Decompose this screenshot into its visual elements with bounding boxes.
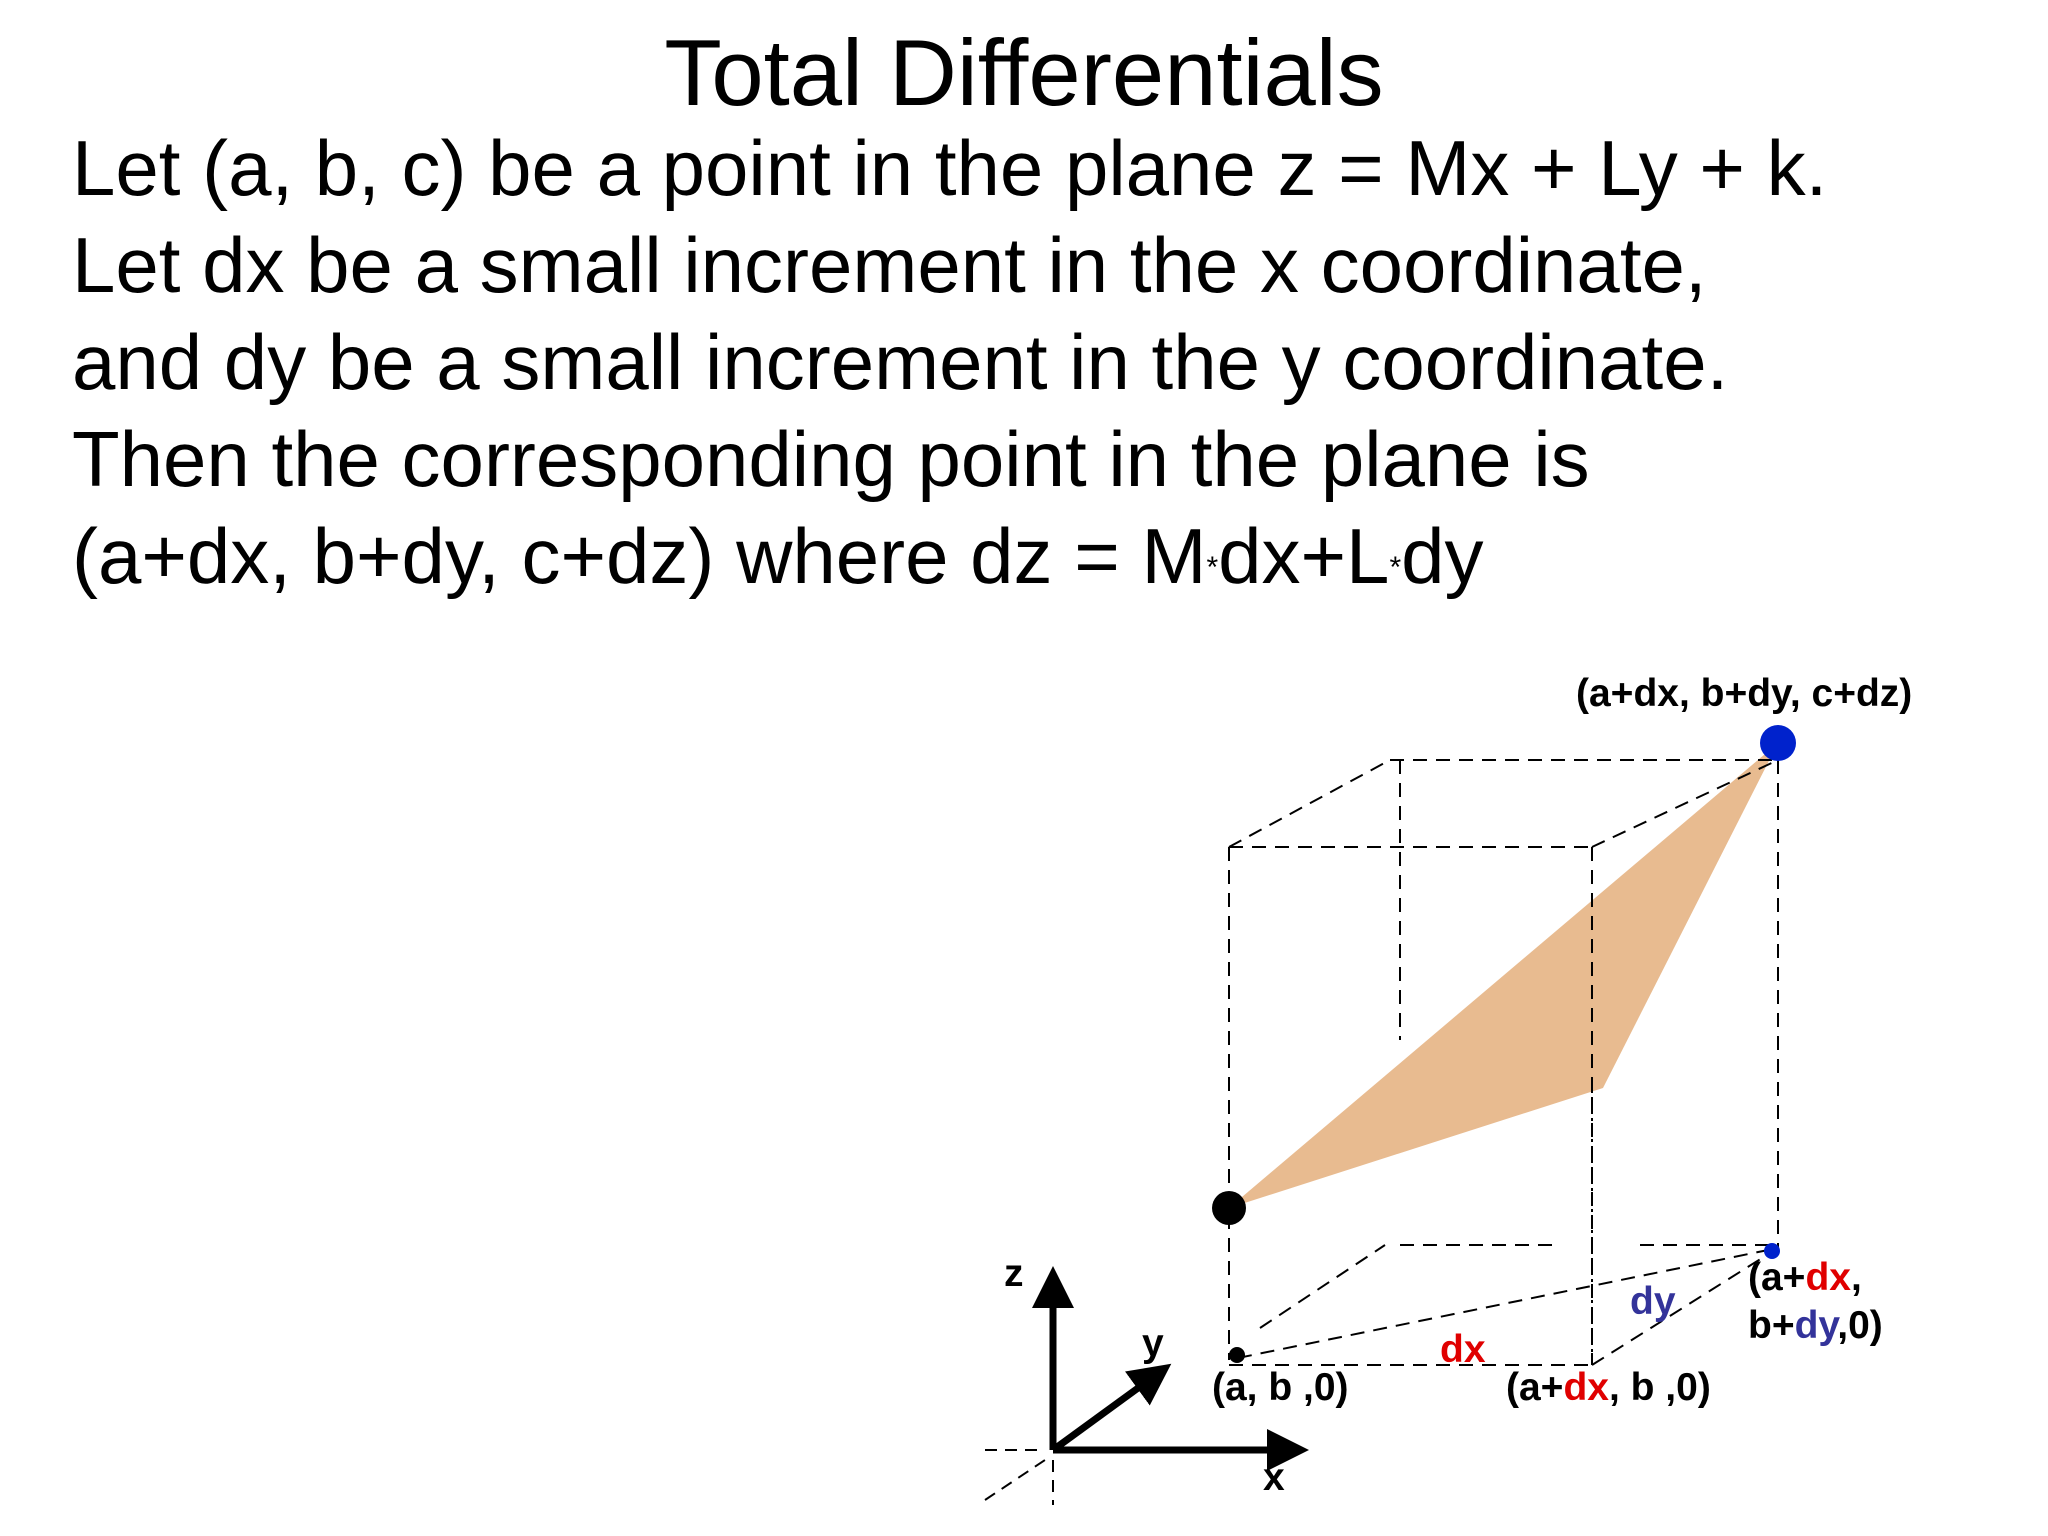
body-line-2: Let dx be a small increment in the x coo… (72, 221, 1707, 309)
top-point-label: (a+dx, b+dy, c+dz) (1576, 672, 1912, 715)
origin-point-label: (a, b ,0) (1212, 1366, 1349, 1409)
xy-point-line2-suffix: ,0) (1837, 1304, 1883, 1347)
point-a-b-0 (1229, 1347, 1245, 1363)
point-top (1760, 725, 1796, 761)
multiply-star-2: * (1389, 551, 1402, 584)
point-a-b-c (1212, 1191, 1246, 1225)
point-xy-base (1764, 1243, 1780, 1259)
formula-part-3: dy (1401, 512, 1484, 600)
x-point-dx: dx (1563, 1366, 1609, 1409)
axis-y-label: y (1142, 1322, 1164, 1365)
x-point-label: (a+dx, b ,0) (1506, 1366, 1711, 1409)
tangent-plane-patch (1229, 743, 1778, 1208)
box-top-left-edge (1228, 759, 1391, 848)
diagonal-base-line (1237, 1247, 1779, 1359)
slide-body: Let (a, b, c) be a point in the plane z … (72, 120, 1827, 616)
box-bottom-right-edge (1591, 1247, 1779, 1366)
axis-y (1050, 1363, 1172, 1453)
xy-point-line2-dy: dy (1795, 1304, 1841, 1347)
x-point-suffix: , b ,0) (1609, 1366, 1711, 1409)
slide-title: Total Differentials (664, 20, 1384, 125)
axis-z-label: z (1004, 1252, 1024, 1295)
x-point-prefix: (a+ (1506, 1366, 1563, 1409)
formula-part-1: (a+dx, b+dy, c+dz) where dz = M (72, 512, 1207, 600)
dashed-box (1228, 759, 1779, 1366)
body-line-1: Let (a, b, c) be a point in the plane z … (72, 124, 1828, 212)
axis-x-label: x (1263, 1456, 1285, 1499)
coordinate-axes (984, 1266, 1309, 1505)
multiply-star-1: * (1206, 551, 1219, 584)
xy-point-label-line-1: (a+dx, (1748, 1256, 1862, 1299)
formula-part-2: dx+L (1218, 512, 1390, 600)
xy-point-line2-prefix: b+ (1748, 1304, 1795, 1347)
xy-point-line1-prefix: (a+ (1748, 1256, 1805, 1299)
body-line-4: Then the corresponding point in the plan… (72, 415, 1590, 503)
body-line-5: (a+dx, b+dy, c+dz) where dz = M*dx+L*dy (72, 508, 1827, 616)
body-line-3: and dy be a small increment in the y coo… (72, 318, 1729, 406)
dy-label: dy (1630, 1280, 1676, 1323)
box-bottom-left-edge (1259, 1244, 1386, 1329)
axis-y-negative (984, 1459, 1046, 1501)
xy-point-line1-dx: dx (1805, 1256, 1851, 1299)
dx-label: dx (1440, 1328, 1486, 1371)
box-top-right-edge (1591, 759, 1779, 848)
xy-point-line1-suffix: , (1851, 1256, 1862, 1299)
xy-point-label-line-2: b+dy,0) (1748, 1304, 1883, 1347)
